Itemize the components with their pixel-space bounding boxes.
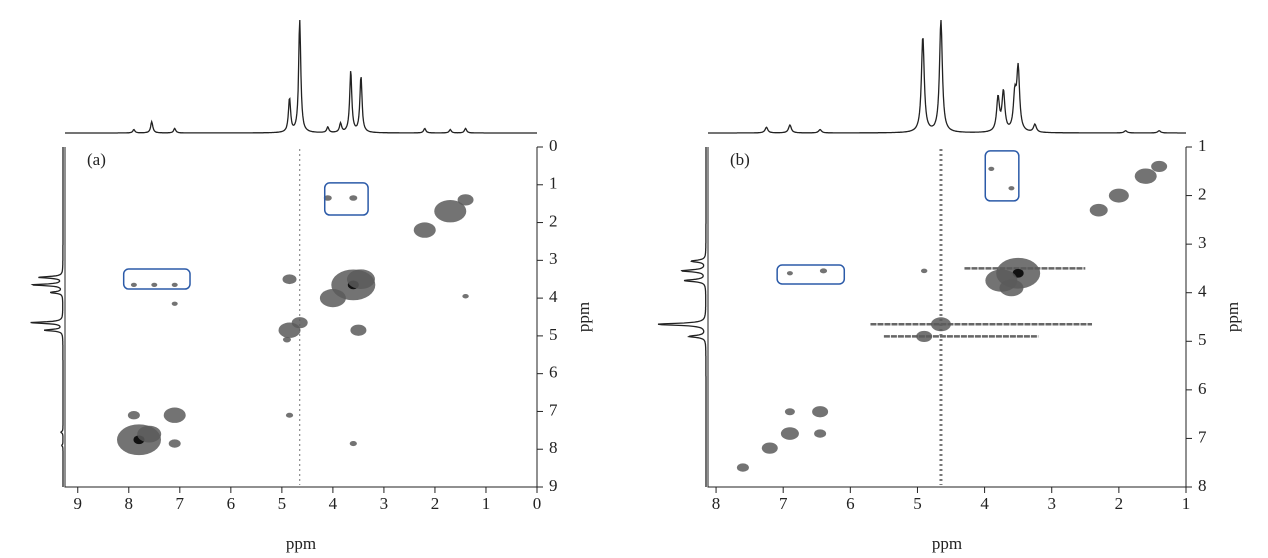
y-tick-label: 8 <box>1198 476 1207 495</box>
cross-peak <box>434 200 467 223</box>
cross-peak <box>137 425 162 443</box>
cross-peak <box>349 195 358 201</box>
x-tick-label: 3 <box>1047 494 1056 513</box>
cross-peak <box>291 317 308 329</box>
y-tick-label: 7 <box>1198 427 1207 446</box>
cross-peak <box>171 301 178 306</box>
x-tick-label: 2 <box>431 494 440 513</box>
cross-peak <box>168 439 181 448</box>
cross-peak <box>786 271 793 276</box>
y-tick-label: 8 <box>549 438 558 457</box>
y-tick-label: 1 <box>549 174 558 193</box>
x-tick-label: 0 <box>533 494 542 513</box>
cross-peak <box>814 429 827 438</box>
projection-f1 <box>657 147 707 487</box>
cross-peak <box>1134 168 1157 184</box>
cross-peak <box>285 412 294 418</box>
x-tick-label: 5 <box>278 494 287 513</box>
cross-peak <box>462 293 469 299</box>
x-tick-label: 1 <box>482 494 491 513</box>
cross-peak <box>282 274 297 285</box>
y-tick-label: 2 <box>1198 184 1207 203</box>
x-axis-label: ppm <box>932 534 962 553</box>
cross-peak <box>282 336 291 343</box>
cross-peak <box>1089 203 1108 217</box>
cross-peak <box>819 268 828 274</box>
y-tick-label: 3 <box>549 249 558 268</box>
y-axis-label: ppm <box>1223 302 1242 332</box>
y-tick-label: 6 <box>549 363 558 382</box>
x-tick-label: 5 <box>913 494 922 513</box>
y-tick-label: 7 <box>549 400 558 419</box>
y-tick-label: 3 <box>1198 233 1207 252</box>
projection-f2 <box>65 19 537 134</box>
x-tick-label: 8 <box>125 494 134 513</box>
y-tick-label: 5 <box>1198 330 1207 349</box>
panel-label: (a) <box>87 150 106 169</box>
cross-peak <box>988 166 995 171</box>
cross-peak <box>1151 160 1168 173</box>
x-tick-label: 3 <box>380 494 389 513</box>
cross-peak <box>130 282 137 287</box>
y-tick-label: 5 <box>549 325 558 344</box>
x-tick-label: 4 <box>980 494 989 513</box>
cross-peak <box>736 463 749 472</box>
x-axis-label: ppm <box>286 534 316 553</box>
cross-peak <box>1108 188 1129 203</box>
y-tick-label: 4 <box>549 287 558 306</box>
cross-peak <box>151 282 158 287</box>
cross-peak <box>323 195 332 201</box>
cross-peak <box>999 279 1024 297</box>
x-tick-label: 1 <box>1182 494 1191 513</box>
cross-peak <box>413 222 436 238</box>
cross-peak <box>163 407 186 423</box>
x-tick-label: 2 <box>1115 494 1124 513</box>
highlight-box <box>122 268 191 290</box>
y-tick-label: 2 <box>549 211 558 230</box>
plot-frame <box>707 147 1187 488</box>
cross-peak <box>319 289 346 308</box>
x-tick-label: 7 <box>779 494 788 513</box>
highlight-box <box>776 264 846 285</box>
cross-peak <box>349 441 357 447</box>
plot-frame <box>64 147 538 488</box>
highlight-box <box>323 182 369 216</box>
y-tick-label: 1 <box>1198 136 1207 155</box>
x-tick-label: 9 <box>74 494 83 513</box>
y-tick-label: 6 <box>1198 379 1207 398</box>
cross-peak <box>1008 186 1015 191</box>
projection-f1 <box>30 147 64 487</box>
cross-peak <box>916 330 933 343</box>
panel-label: (b) <box>730 150 750 169</box>
cross-peak <box>761 442 778 454</box>
cross-peak <box>457 194 474 206</box>
x-tick-label: 6 <box>227 494 236 513</box>
y-tick-label: 9 <box>549 476 558 495</box>
x-tick-label: 8 <box>712 494 721 513</box>
cross-peak <box>930 317 951 332</box>
x-tick-label: 4 <box>329 494 338 513</box>
x-tick-label: 7 <box>176 494 185 513</box>
cross-peak <box>350 324 367 336</box>
y-tick-label: 4 <box>1198 282 1207 301</box>
y-tick-label: 0 <box>549 136 558 155</box>
cross-peak <box>171 282 178 287</box>
cross-peak <box>127 411 140 420</box>
highlight-box <box>984 150 1020 202</box>
cross-peak <box>812 406 829 418</box>
y-axis-label: ppm <box>574 302 593 332</box>
cross-peak <box>780 427 799 440</box>
projection-f2 <box>708 19 1186 134</box>
cross-peak <box>920 268 928 274</box>
cross-peak <box>784 408 795 416</box>
x-tick-label: 6 <box>846 494 855 513</box>
cross-peak <box>346 269 375 290</box>
